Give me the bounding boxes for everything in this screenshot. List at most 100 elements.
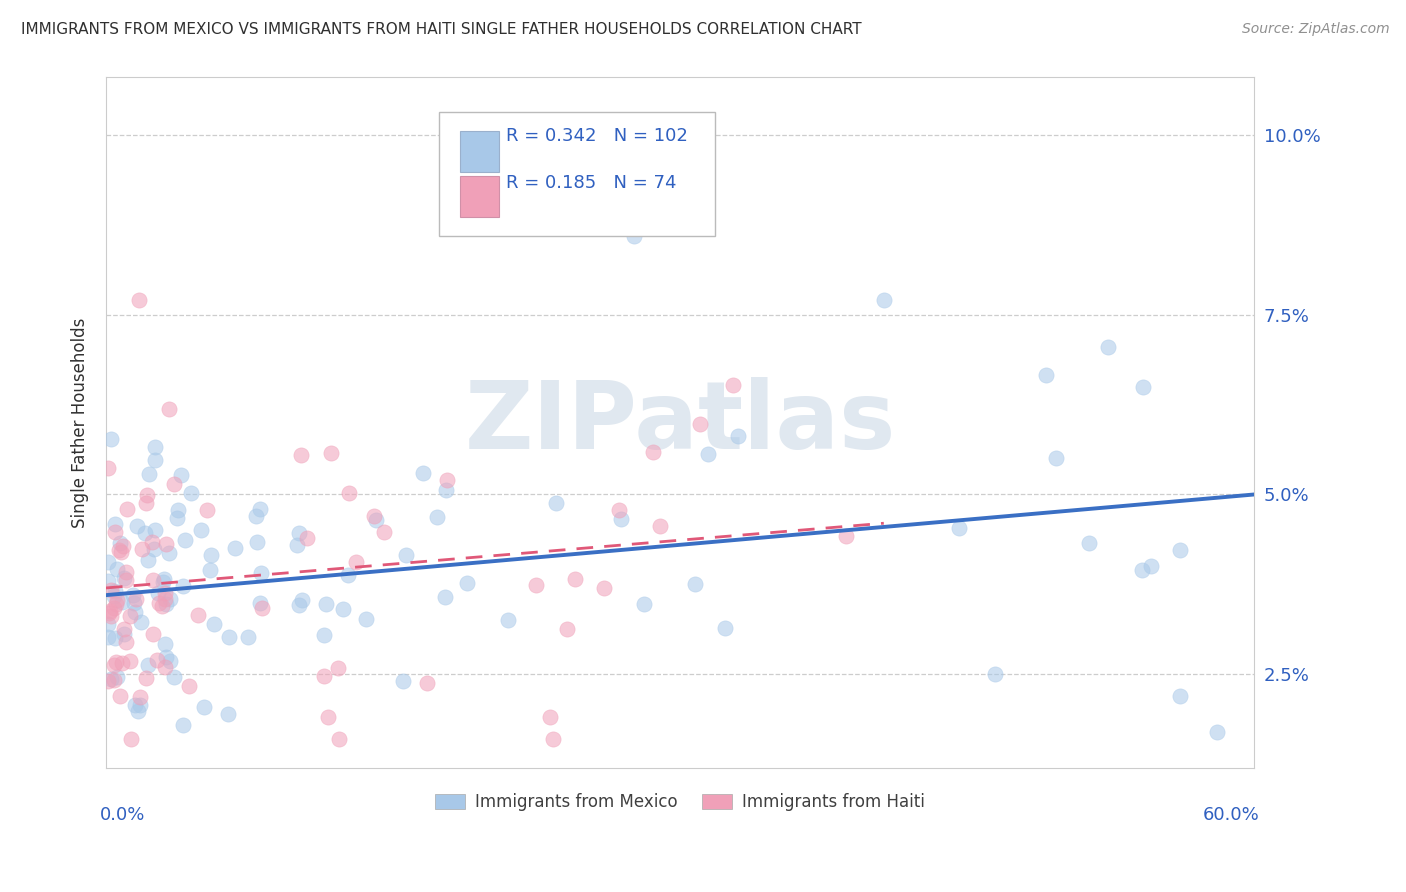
Point — [159, 654, 181, 668]
Point — [166, 510, 188, 524]
Point — [108, 536, 131, 550]
Point — [100, 432, 122, 446]
Point — [1140, 559, 1163, 574]
Point — [564, 572, 586, 586]
Point — [623, 228, 645, 243]
Point — [412, 467, 434, 481]
Point — [115, 502, 138, 516]
Point — [337, 486, 360, 500]
Point — [336, 568, 359, 582]
Point — [172, 717, 194, 731]
Point — [112, 570, 135, 584]
Point — [315, 597, 337, 611]
Point — [714, 621, 737, 635]
Point — [112, 627, 135, 641]
Point — [363, 509, 385, 524]
Point — [344, 555, 367, 569]
Point — [416, 676, 439, 690]
Point — [124, 596, 146, 610]
Point — [155, 637, 177, 651]
Point — [97, 607, 120, 621]
Point — [120, 731, 142, 746]
Point — [392, 674, 415, 689]
Point — [111, 540, 134, 554]
Point — [157, 402, 180, 417]
Point — [364, 513, 387, 527]
Point — [146, 653, 169, 667]
Point — [1077, 536, 1099, 550]
Point — [134, 526, 156, 541]
Point — [592, 581, 614, 595]
Point — [135, 488, 157, 502]
Point — [112, 622, 135, 636]
Point — [177, 679, 200, 693]
Point — [138, 467, 160, 481]
Point — [287, 598, 309, 612]
Point — [721, 378, 744, 392]
Point — [190, 523, 212, 537]
Point — [332, 602, 354, 616]
Point — [984, 667, 1007, 681]
Point — [1097, 340, 1119, 354]
Point — [125, 591, 148, 606]
Point — [197, 503, 219, 517]
Point — [115, 573, 138, 587]
Point — [104, 583, 127, 598]
Point — [104, 631, 127, 645]
Point — [312, 669, 335, 683]
Text: Source: ZipAtlas.com: Source: ZipAtlas.com — [1241, 22, 1389, 37]
Point — [1206, 724, 1229, 739]
Point — [150, 599, 173, 613]
Point — [103, 657, 125, 672]
Point — [295, 531, 318, 545]
Point — [143, 452, 166, 467]
Point — [114, 634, 136, 648]
Point — [103, 516, 125, 531]
Point — [105, 593, 128, 607]
Point — [948, 521, 970, 535]
Point — [104, 597, 127, 611]
Point — [326, 661, 349, 675]
Point — [159, 592, 181, 607]
Point — [1045, 451, 1067, 466]
Point — [97, 631, 120, 645]
Point — [1168, 542, 1191, 557]
Point — [395, 549, 418, 563]
Point — [100, 609, 122, 624]
Point — [641, 445, 664, 459]
Point — [135, 496, 157, 510]
Point — [136, 553, 159, 567]
Point — [187, 607, 209, 622]
Point — [155, 597, 177, 611]
Point — [689, 417, 711, 432]
Point — [173, 533, 195, 547]
Point — [97, 616, 120, 631]
Point — [142, 541, 165, 556]
Point — [131, 541, 153, 556]
Point — [97, 673, 120, 688]
Point — [98, 604, 121, 618]
Point — [543, 731, 565, 746]
Point — [135, 671, 157, 685]
Point — [436, 483, 458, 497]
Point — [111, 595, 134, 609]
Point — [544, 496, 567, 510]
Text: ZIPatlas: ZIPatlas — [464, 376, 896, 468]
Point — [118, 609, 141, 624]
Point — [128, 293, 150, 308]
Point — [727, 429, 749, 443]
Point — [218, 630, 240, 644]
Point — [524, 578, 547, 592]
Point — [610, 511, 633, 525]
Point — [633, 597, 655, 611]
Point — [246, 535, 269, 549]
Point — [249, 566, 271, 580]
Point — [426, 510, 449, 524]
Point — [316, 710, 339, 724]
Point — [124, 698, 146, 713]
Point — [145, 440, 167, 454]
Legend: Immigrants from Mexico, Immigrants from Haiti: Immigrants from Mexico, Immigrants from … — [429, 787, 932, 818]
FancyBboxPatch shape — [460, 131, 499, 172]
Point — [97, 460, 120, 475]
Point — [434, 590, 457, 604]
